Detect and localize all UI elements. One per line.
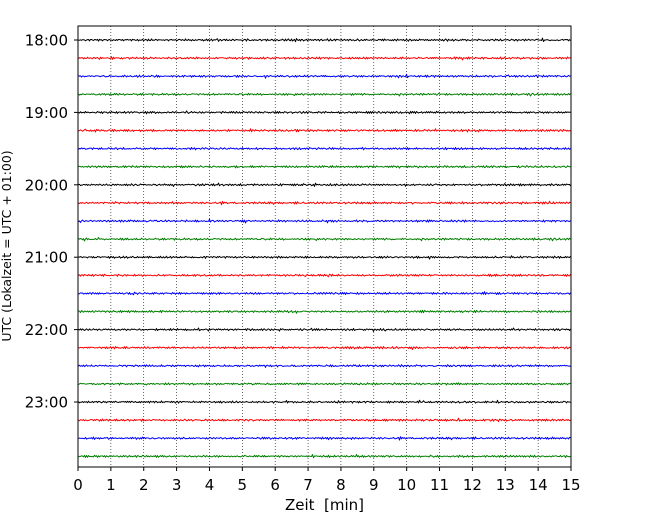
y-tick-label-4: 22:00 xyxy=(25,321,68,339)
y-axis-ticks: 18:00 19:00 20:00 21:00 22:00 23:00 xyxy=(25,32,78,412)
trace-2115 xyxy=(78,273,571,278)
x-tick-label-2: 2 xyxy=(139,476,149,494)
trace-2200 xyxy=(78,327,571,332)
y-tick-label-3: 21:00 xyxy=(25,249,68,267)
x-tick-label-13: 13 xyxy=(496,476,515,494)
trace-2315 xyxy=(78,417,571,423)
trace-2245 xyxy=(78,382,571,386)
trace-1915 xyxy=(78,128,571,133)
x-tick-label-0: 0 xyxy=(73,476,83,494)
trace-2100 xyxy=(78,255,571,260)
trace-2300 xyxy=(78,399,571,404)
x-tick-label-7: 7 xyxy=(303,476,313,494)
seismogram-traces xyxy=(78,37,571,459)
trace-1930 xyxy=(78,146,571,151)
trace-1830 xyxy=(78,73,571,79)
trace-2145 xyxy=(78,309,571,314)
x-tick-label-9: 9 xyxy=(369,476,379,494)
x-tick-label-14: 14 xyxy=(529,476,548,494)
trace-2130 xyxy=(78,291,571,296)
trace-1815 xyxy=(78,56,571,61)
y-axis-label: UTC (Lokalzeit = UTC + 01:00) xyxy=(0,150,14,341)
x-tick-label-6: 6 xyxy=(270,476,280,494)
plot-frame xyxy=(77,25,572,468)
trace-2015 xyxy=(78,200,571,206)
trace-2345 xyxy=(78,453,571,459)
trace-2000 xyxy=(78,182,571,187)
x-tick-label-8: 8 xyxy=(336,476,346,494)
trace-2330 xyxy=(78,436,571,441)
x-tick-label-10: 10 xyxy=(397,476,416,494)
trace-2045 xyxy=(78,236,571,242)
x-tick-label-11: 11 xyxy=(430,476,449,494)
x-axis-ticks: 0 1 2 3 4 5 6 7 8 9 10 11 12 13 14 15 xyxy=(73,467,581,494)
y-tick-label-0: 18:00 xyxy=(25,32,68,50)
trace-1800 xyxy=(78,37,571,43)
y-tick-label-1: 19:00 xyxy=(25,104,68,122)
x-tick-label-3: 3 xyxy=(172,476,182,494)
trace-2230 xyxy=(78,364,571,368)
x-tick-label-15: 15 xyxy=(561,476,580,494)
y-tick-label-2: 20:00 xyxy=(25,176,68,194)
x-axis-label: Zeit [min] xyxy=(285,496,364,514)
x-tick-label-1: 1 xyxy=(106,476,116,494)
x-tick-label-4: 4 xyxy=(205,476,215,494)
x-tick-label-12: 12 xyxy=(463,476,482,494)
trace-1900 xyxy=(78,110,571,115)
trace-1845 xyxy=(78,92,571,97)
y-tick-label-5: 23:00 xyxy=(25,394,68,412)
trace-2215 xyxy=(78,346,571,351)
x-tick-label-5: 5 xyxy=(238,476,248,494)
trace-1945 xyxy=(78,165,571,169)
trace-2030 xyxy=(78,218,571,224)
